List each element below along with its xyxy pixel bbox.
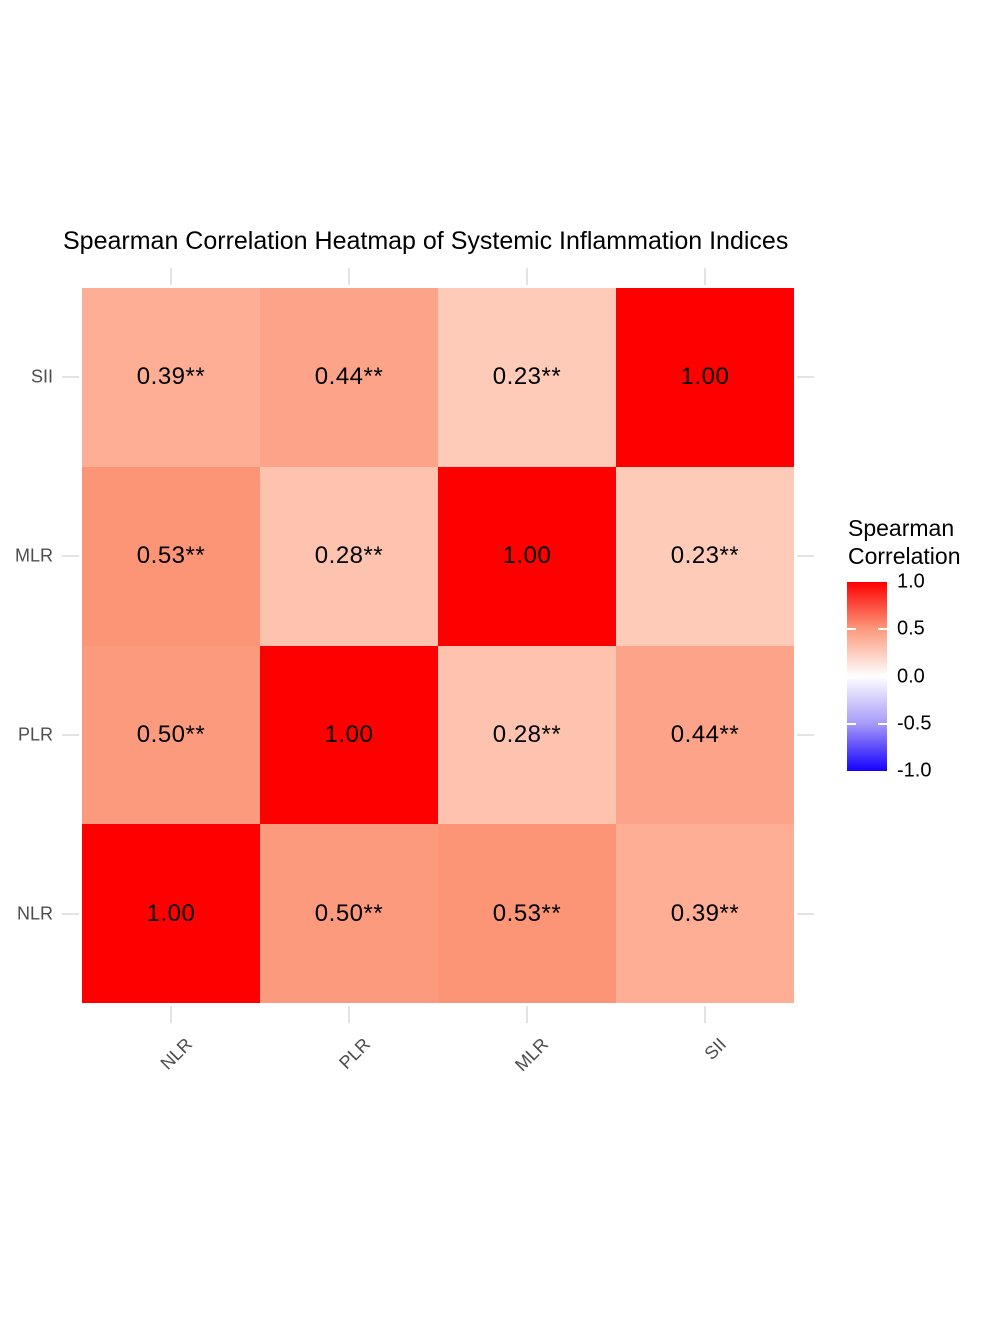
x-axis-label: PLR (335, 1034, 375, 1073)
heatmap-cell: 0.50** (260, 824, 438, 1003)
axis-tick (62, 733, 79, 736)
y-axis-label: NLR (16, 903, 53, 924)
cell-value-label: 0.44** (314, 363, 384, 391)
axis-tick (348, 1006, 350, 1023)
axis-tick (62, 912, 79, 915)
colorbar-tick (878, 675, 887, 678)
heatmap-cell: 0.39** (82, 288, 260, 467)
heatmap-cell: 0.39** (616, 824, 794, 1003)
cell-value-label: 0.39** (670, 899, 740, 927)
cell-value-label: 0.44** (670, 720, 740, 748)
axis-tick (348, 268, 350, 285)
y-axis-label: MLR (14, 545, 53, 566)
axis-tick (797, 555, 814, 558)
legend-tick-label: -1.0 (897, 759, 932, 782)
heatmap-cell: 1.00 (260, 645, 438, 825)
x-axis-label: SII (700, 1034, 731, 1064)
x-axis-label: NLR (156, 1034, 197, 1074)
axis-tick (797, 376, 814, 379)
cell-value-label: 0.39** (136, 363, 206, 391)
heatmap-cell: 0.23** (616, 466, 794, 646)
heatmap-cell: 0.50** (82, 645, 260, 825)
cell-value-label: 1.00 (146, 899, 196, 927)
heatmap-cell: 0.28** (438, 645, 616, 825)
heatmap-cell: 0.44** (260, 288, 438, 467)
cell-value-label: 0.50** (136, 720, 206, 748)
heatmap-cell: 1.00 (82, 824, 260, 1003)
heatmap-cell: 0.53** (82, 466, 260, 646)
heatmap-cell: 0.44** (616, 645, 794, 825)
axis-tick (797, 733, 814, 736)
y-axis-label: PLR (17, 724, 53, 745)
colorbar-tick (878, 628, 887, 631)
axis-tick (526, 268, 528, 285)
cell-value-label: 0.53** (136, 542, 206, 570)
cell-value-label: 1.00 (680, 363, 730, 391)
heatmap-cell: 0.23** (438, 288, 616, 467)
cell-value-label: 0.23** (492, 363, 562, 391)
legend-tick-label: -0.5 (897, 712, 932, 735)
axis-tick (62, 376, 79, 379)
colorbar-tick (847, 675, 856, 678)
cell-value-label: 1.00 (502, 542, 552, 570)
chart-title: Spearman Correlation Heatmap of Systemic… (63, 227, 789, 255)
colorbar-tick (878, 722, 887, 725)
legend: Spearman Correlation 1.0 0.5 0.0 -0.5 -1.0 (847, 514, 990, 804)
x-axis-label: MLR (511, 1034, 553, 1076)
cell-value-label: 0.28** (492, 720, 562, 748)
heatmap-cell: 1.00 (438, 466, 616, 646)
axis-tick (526, 1006, 528, 1023)
axis-tick (797, 912, 814, 915)
heatmap-cell: 1.00 (616, 288, 794, 467)
cell-value-label: 0.23** (670, 542, 740, 570)
colorbar-tick (847, 628, 856, 631)
heatmap-panel: 0.39** 0.44** 0.23** 1.00 0.53** 0.28** 1.00 0.… (82, 288, 794, 1003)
colorbar-tick (847, 722, 856, 725)
cell-value-label: 0.53** (492, 899, 562, 927)
cell-value-label: 0.28** (314, 542, 384, 570)
legend-title: Spearman Correlation (848, 515, 961, 569)
heatmap-cell: 0.28** (260, 466, 438, 646)
legend-tick-label: 1.0 (897, 570, 925, 593)
axis-tick (62, 555, 79, 558)
legend-tick-label: 0.0 (897, 665, 925, 687)
legend-tick-label: 0.5 (897, 617, 925, 640)
cell-value-label: 1.00 (324, 720, 374, 748)
y-axis-label: SII (30, 366, 53, 387)
cell-value-label: 0.50** (314, 899, 384, 927)
axis-tick (170, 268, 172, 285)
axis-tick (170, 1006, 172, 1023)
heatmap-cell: 0.53** (438, 824, 616, 1003)
axis-tick (704, 1006, 706, 1023)
axis-tick (704, 268, 706, 285)
